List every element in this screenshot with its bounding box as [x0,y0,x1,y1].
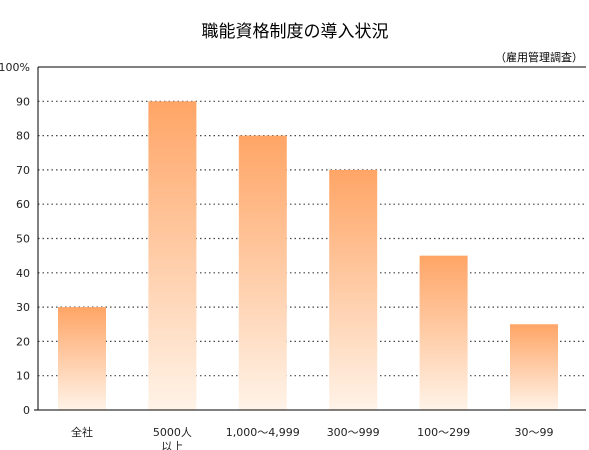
y-tick-label: 40 [16,267,30,280]
x-tick-label: 5000人以上 [153,426,192,450]
y-tick-labels: 0 10 20 30 40 50 60 70 80 90 100% [0,61,30,417]
x-tick-label: 1,000～4,999 [226,426,300,439]
x-tick-label: 100～299 [417,426,470,439]
y-tick-label: 20 [16,335,30,348]
y-tick-label: 50 [16,233,30,246]
axes [34,67,586,411]
y-tick-label: 80 [16,130,30,143]
x-tick-label: 300～999 [327,426,380,439]
bar [329,169,378,410]
x-tick-label: 30～99 [515,426,554,439]
gridlines [38,66,586,377]
x-tick-label: 全社 [71,425,93,439]
source-note: （雇用管理調査） [495,50,583,64]
y-tick-label: 90 [16,95,30,108]
bar [148,101,197,411]
bars [58,101,558,411]
x-tick-labels: 全社 5000人以上 1,000～4,999 300～999 100～299 30～99 [71,425,554,450]
y-tick-label: 0 [23,404,30,417]
bar [510,324,558,410]
y-tick-label: 60 [16,198,30,211]
y-tick-label: 100% [0,61,30,74]
y-tick-label: 30 [16,301,30,314]
bar [238,135,287,410]
bar [58,307,106,410]
y-tick-label: 70 [16,164,30,177]
y-tick-label: 10 [16,370,30,383]
chart-title: 職能資格制度の導入状況 [202,22,389,42]
bar [419,255,468,410]
